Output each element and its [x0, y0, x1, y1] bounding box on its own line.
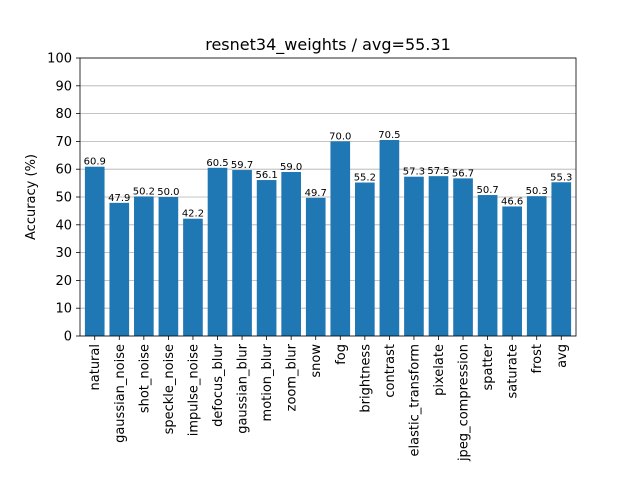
- bar-spatter: [477, 195, 498, 336]
- value-label-speckle_noise: 50.0: [157, 187, 179, 198]
- bar-contrast: [379, 140, 400, 336]
- y-axis-ticks: 0 10 20 30 40 50 60 70 80 90 100: [47, 52, 80, 345]
- value-label-saturate: 46.6: [501, 196, 523, 207]
- bars: [84, 140, 572, 336]
- x-axis-ticks: natural gaussian_noise shot_noise speckle_n…: [88, 336, 570, 462]
- y-tick-label-9: 90: [55, 79, 72, 94]
- value-label-snow: 49.7: [305, 188, 327, 199]
- x-tick-label-impulse_noise: impulse_noise: [186, 344, 201, 436]
- x-tick-label-defocus_blur: defocus_blur: [211, 343, 226, 427]
- y-tick-label-1: 10: [55, 302, 72, 317]
- value-label-spatter: 50.7: [476, 185, 498, 196]
- bar-frost: [526, 196, 547, 336]
- x-tick-label-fog: fog: [334, 344, 349, 365]
- bar-elastic_transform: [404, 176, 424, 336]
- x-tick-label-elastic_transform: elastic_transform: [407, 344, 422, 456]
- x-tick-label-snow: snow: [309, 344, 324, 378]
- y-tick-label-0: 0: [64, 330, 72, 345]
- x-tick-label-gaussian_blur: gaussian_blur: [236, 343, 251, 433]
- value-label-avg: 55.3: [550, 172, 572, 183]
- x-tick-label-saturate: saturate: [506, 344, 521, 398]
- bar-brightness: [355, 182, 375, 336]
- bar-gaussian_noise: [109, 202, 130, 336]
- value-label-zoom_blur: 59.0: [280, 162, 302, 173]
- y-tick-label-6: 60: [55, 163, 72, 178]
- x-tick-label-gaussian_noise: gaussian_noise: [113, 344, 128, 443]
- x-tick-label-speckle_noise: speckle_noise: [162, 344, 177, 434]
- value-labels: 60.9 47.950.2 50.042.2 60.5 59.756.159.0 49.7…: [84, 130, 573, 220]
- x-tick-label-pixelate: pixelate: [432, 344, 447, 396]
- value-label-jpeg_compression: 56.7: [452, 168, 474, 179]
- y-tick-label-3: 30: [55, 246, 72, 261]
- value-label-impulse_noise: 42.2: [182, 209, 204, 220]
- x-tick-label-frost: frost: [530, 344, 545, 373]
- y-tick-label-4: 40: [55, 218, 72, 233]
- x-tick-label-contrast: contrast: [383, 344, 398, 398]
- bar-zoom_blur: [281, 171, 301, 336]
- bar-shot_noise: [134, 196, 154, 336]
- value-label-defocus_blur: 60.5: [206, 158, 228, 169]
- y-tick-label-5: 50: [55, 191, 72, 206]
- value-label-gaussian_blur: 59.7: [231, 160, 253, 171]
- bar-defocus_blur: [207, 167, 228, 336]
- value-label-shot_noise: 50.2: [133, 186, 155, 197]
- x-tick-label-jpeg_compression: jpeg_compression: [457, 344, 472, 462]
- value-label-elastic_transform: 57.3: [403, 167, 425, 178]
- x-tick-label-natural: natural: [88, 344, 103, 390]
- value-label-fog: 70.0: [329, 131, 351, 142]
- x-tick-label-motion_blur: motion_blur: [260, 343, 275, 421]
- y-tick-label-7: 70: [55, 135, 72, 150]
- bar-avg: [551, 182, 572, 336]
- x-tick-label-avg: avg: [555, 344, 570, 368]
- bar-jpeg_compression: [453, 178, 473, 336]
- y-axis-label: Accuracy (%): [24, 154, 39, 240]
- bar-pixelate: [428, 176, 449, 336]
- bar-motion_blur: [256, 180, 277, 336]
- y-tick-label-2: 20: [55, 274, 72, 289]
- chart-title: resnet34_weights / avg=55.31: [205, 35, 451, 55]
- value-label-gaussian_noise: 47.9: [108, 193, 130, 204]
- value-label-contrast: 70.5: [378, 130, 400, 141]
- x-tick-label-zoom_blur: zoom_blur: [285, 343, 300, 411]
- bar-saturate: [502, 206, 522, 336]
- value-label-brightness: 55.2: [354, 173, 376, 184]
- value-label-frost: 50.3: [526, 186, 548, 197]
- bar-snow: [305, 197, 326, 336]
- y-tick-label-10: 100: [47, 52, 72, 67]
- value-label-motion_blur: 56.1: [255, 170, 277, 181]
- bar-natural: [84, 166, 105, 336]
- bar-impulse_noise: [183, 218, 203, 336]
- bar-speckle_noise: [158, 197, 179, 336]
- value-label-pixelate: 57.5: [427, 166, 449, 177]
- y-tick-label-8: 80: [55, 107, 72, 122]
- x-tick-label-shot_noise: shot_noise: [137, 344, 152, 413]
- bar-fog: [330, 141, 351, 336]
- bar-gaussian_blur: [232, 170, 252, 336]
- x-tick-label-brightness: brightness: [358, 344, 373, 413]
- value-label-natural: 60.9: [84, 157, 106, 168]
- x-tick-label-spatter: spatter: [481, 343, 496, 390]
